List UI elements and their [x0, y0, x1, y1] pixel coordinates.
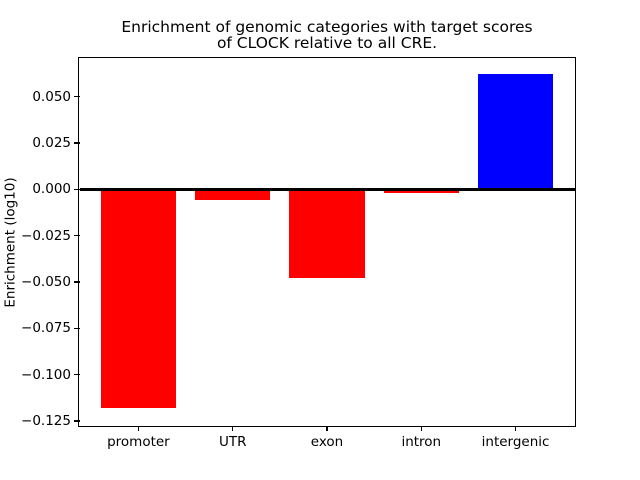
y-tick-label: −0.075	[21, 320, 71, 337]
y-tick-mark	[74, 374, 80, 376]
chart-title-line-2: of CLOCK relative to all CRE.	[216, 33, 438, 52]
x-tick-label-exon: exon	[310, 434, 344, 450]
x-tick-label-promoter: promoter	[107, 434, 170, 450]
x-tick-label-intron: intron	[401, 434, 442, 450]
y-tick-label: −0.050	[21, 274, 71, 291]
bar-intergenic	[477, 74, 554, 190]
x-tick-mark	[326, 425, 328, 431]
y-tick-label: −0.025	[21, 227, 71, 244]
x-tick-mark	[514, 425, 517, 431]
y-tick-label: −0.100	[21, 366, 71, 383]
x-tick-mark	[232, 425, 234, 431]
bar-UTR	[195, 189, 271, 201]
y-tick-mark	[74, 327, 80, 330]
y-tick-mark	[74, 95, 80, 98]
zero-line	[79, 187, 575, 191]
chart-title-line-1: Enrichment of genomic categories with ta…	[121, 18, 533, 36]
y-tick-label: 0.000	[32, 181, 71, 198]
y-tick-mark	[74, 188, 80, 191]
y-tick-label: −0.125	[21, 413, 71, 430]
x-tick-mark	[420, 425, 422, 431]
chart-title: Enrichment of genomic categories with ta…	[79, 18, 575, 52]
y-tick-mark	[74, 420, 80, 422]
y-tick-mark	[74, 281, 80, 283]
y-tick-label: 0.050	[32, 88, 71, 105]
bar-exon	[289, 189, 365, 279]
y-tick-mark	[74, 234, 80, 237]
bar-intron	[383, 189, 459, 194]
x-tick-label-UTR: UTR	[218, 434, 247, 450]
y-tick-label: 0.025	[32, 135, 71, 152]
bar-promoter	[100, 189, 177, 409]
x-tick-label-intergenic: intergenic	[481, 434, 550, 450]
y-tick-mark	[74, 142, 80, 144]
x-tick-mark	[137, 425, 140, 431]
